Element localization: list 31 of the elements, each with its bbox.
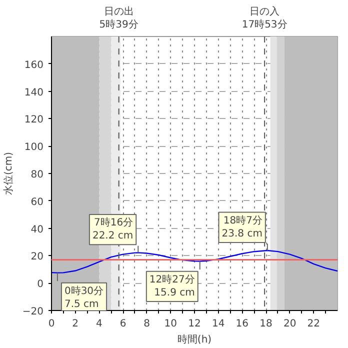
y-tick-label: 0 bbox=[37, 279, 44, 290]
annotation: 7時16分 22.2 cm bbox=[92, 216, 134, 242]
annotation: 12時27分 15.9 cm bbox=[149, 273, 195, 299]
ref-line-label: 日の入 17時53分 bbox=[242, 5, 288, 30]
x-axis-title: 時間(h) bbox=[177, 334, 212, 346]
annotation: 18時7分 23.8 cm bbox=[222, 214, 262, 240]
line-series bbox=[52, 250, 338, 274]
x-tick-label: 0 bbox=[48, 318, 55, 330]
x-tick-label: 4 bbox=[96, 318, 102, 330]
x-tick-label: 10 bbox=[164, 318, 178, 330]
ref-line-label: 日の出 5時39分 bbox=[99, 5, 138, 30]
y-tick-label: 60 bbox=[30, 196, 44, 208]
x-tick-label: 18 bbox=[260, 318, 272, 330]
y-tick-label: 160 bbox=[24, 60, 44, 71]
y-tick-label: 100 bbox=[24, 142, 44, 154]
y-tick-label: 20 bbox=[30, 252, 44, 263]
x-tick-label: 22 bbox=[307, 318, 320, 330]
x-tick-label: 12 bbox=[188, 318, 201, 330]
x-tick-label: 14 bbox=[212, 318, 225, 330]
y-tick-label: 120 bbox=[24, 114, 44, 126]
x-tick-label: 2 bbox=[72, 318, 79, 330]
x-tick-label: 6 bbox=[120, 318, 126, 330]
y-tick-label: −20 bbox=[22, 306, 44, 318]
y-tick-label: 80 bbox=[30, 170, 44, 180]
y-tick-label: 140 bbox=[24, 87, 44, 98]
x-tick-label: 20 bbox=[283, 318, 296, 330]
x-tick-label: 16 bbox=[236, 318, 249, 330]
annotation: 0時30分 7.5 cm bbox=[64, 284, 104, 310]
y-axis-title: 水位(cm) bbox=[2, 152, 14, 196]
x-tick-label: 8 bbox=[144, 318, 150, 330]
y-tick-label: 40 bbox=[30, 224, 44, 236]
